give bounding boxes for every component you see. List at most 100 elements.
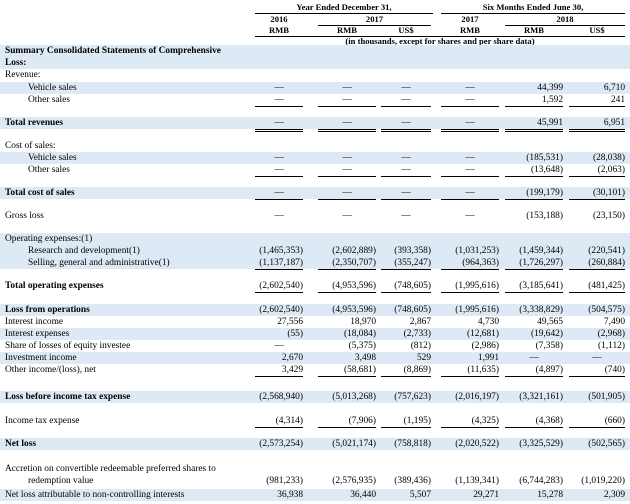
- value-cell: (504,575): [588, 305, 625, 315]
- value-cell: —: [465, 83, 475, 93]
- value-cell: —: [342, 188, 352, 198]
- underline-rule: [381, 106, 431, 107]
- row-label: Loss:: [5, 58, 27, 68]
- row-label: Other income/(loss), net: [5, 365, 96, 375]
- value-cell: (2,016,197): [455, 392, 499, 402]
- header-currency: RMB: [523, 25, 545, 35]
- value-cell: (355,247): [394, 258, 431, 268]
- header-currency: US$: [398, 25, 414, 35]
- value-cell: 36,938: [277, 490, 303, 500]
- underline-rule: [255, 199, 303, 200]
- value-cell: 2,309: [603, 490, 625, 500]
- value-cell: (4,325): [471, 416, 499, 426]
- value-cell: (1,995,616): [455, 305, 499, 315]
- underline-rule: [255, 176, 303, 177]
- value-cell: —: [274, 118, 284, 128]
- value-cell: (502,565): [588, 439, 625, 449]
- header-group-six-months: Six Months Ended June 30,: [482, 2, 584, 12]
- value-cell: (3,338,829): [519, 305, 563, 315]
- table-row: Other income/(loss), net 3,429 (58,681) (8,…: [0, 364, 630, 377]
- table-row: Cost of sales:: [0, 140, 630, 152]
- value-cell: —: [342, 211, 352, 221]
- value-cell: (12,681): [466, 329, 499, 339]
- underline-rule: [255, 292, 303, 293]
- value-cell: —: [274, 153, 284, 163]
- table-row: Total cost of sales — — — — (199,179) (30,101): [0, 187, 630, 200]
- header-currency: RMB: [336, 25, 358, 35]
- value-cell: (23,150): [592, 211, 625, 221]
- value-cell: —: [274, 95, 284, 105]
- value-cell: (981,233): [266, 476, 303, 486]
- row-label: Cost of sales:: [5, 141, 56, 151]
- value-cell: (2,602,889): [332, 246, 376, 256]
- header-currency: RMB: [268, 25, 290, 35]
- value-cell: (1,459,344): [519, 246, 563, 256]
- value-cell: (1,995,616): [455, 281, 499, 291]
- table-row: redemption value (981,233) (2,576,935) (389…: [0, 475, 630, 487]
- value-cell: —: [401, 165, 411, 175]
- row-label: Net loss attributable to non-controlling…: [5, 490, 185, 500]
- value-cell: (5,375): [348, 341, 376, 351]
- underline-rule: [569, 129, 625, 132]
- value-cell: (8,869): [403, 365, 431, 375]
- value-cell: (30,101): [592, 188, 625, 198]
- value-cell: (812): [410, 341, 431, 351]
- value-cell: (4,368): [535, 416, 563, 426]
- row-label: redemption value: [28, 476, 94, 486]
- underline-rule: [255, 106, 303, 107]
- value-cell: (11,635): [467, 365, 499, 375]
- value-cell: 29,271: [473, 490, 499, 500]
- value-cell: 5,507: [409, 490, 431, 500]
- header-year-2016: 2016: [270, 14, 288, 24]
- row-label: Loss before income tax expense: [5, 392, 131, 402]
- value-cell: (2,063): [597, 165, 625, 175]
- value-cell: (2,576,935): [332, 476, 376, 486]
- value-cell: 6,710: [603, 83, 625, 93]
- value-cell: 3,429: [281, 365, 303, 375]
- row-label: Interest expenses: [5, 329, 70, 339]
- row-label: Interest income: [5, 317, 64, 327]
- underline-rule: [381, 199, 431, 200]
- value-cell: 2,867: [409, 317, 431, 327]
- value-cell: —: [465, 165, 475, 175]
- underline-rule: [318, 427, 376, 428]
- value-cell: (740): [604, 365, 625, 375]
- underline-rule: [505, 427, 563, 428]
- value-cell: 27,556: [277, 317, 303, 327]
- table-row: Share of losses of equity investee — (5,37…: [0, 340, 630, 352]
- underline-rule: [569, 106, 625, 107]
- value-cell: —: [401, 153, 411, 163]
- value-cell: (393,358): [394, 246, 431, 256]
- value-cell: (501,905): [588, 392, 625, 402]
- table-row: Investment income 2,670 3,498 529 1,991 — —: [0, 352, 630, 364]
- table-row: Interest income 27,556 18,970 2,867 4,730 49,…: [0, 316, 630, 328]
- value-cell: —: [465, 118, 475, 128]
- row-label: Share of losses of equity investee: [5, 341, 131, 351]
- underline-rule: [318, 176, 376, 177]
- underline-rule: [441, 292, 499, 293]
- underline-rule: [381, 376, 431, 377]
- value-cell: —: [342, 118, 352, 128]
- value-cell: (964,363): [462, 258, 499, 268]
- underline-rule: [255, 129, 303, 132]
- value-cell: (18,084): [343, 329, 376, 339]
- underline-rule: [381, 292, 431, 293]
- value-cell: —: [401, 188, 411, 198]
- row-label: Revenue:: [5, 70, 41, 80]
- underline-rule: [318, 129, 376, 132]
- value-cell: 1,592: [541, 95, 563, 105]
- underline-rule: [441, 129, 499, 132]
- underline-rule: [505, 129, 563, 132]
- row-label: Total cost of sales: [5, 188, 75, 198]
- underline-rule: [505, 199, 563, 200]
- value-cell: —: [342, 95, 352, 105]
- value-cell: (1,726,297): [519, 258, 563, 268]
- row-label: Net loss: [5, 439, 36, 449]
- value-cell: (199,179): [526, 188, 563, 198]
- value-cell: (1,139,341): [455, 476, 499, 486]
- value-cell: (1,112): [598, 341, 625, 351]
- value-cell: (153,188): [526, 211, 563, 221]
- value-cell: —: [465, 153, 475, 163]
- value-cell: —: [342, 153, 352, 163]
- underline-rule: [441, 269, 499, 270]
